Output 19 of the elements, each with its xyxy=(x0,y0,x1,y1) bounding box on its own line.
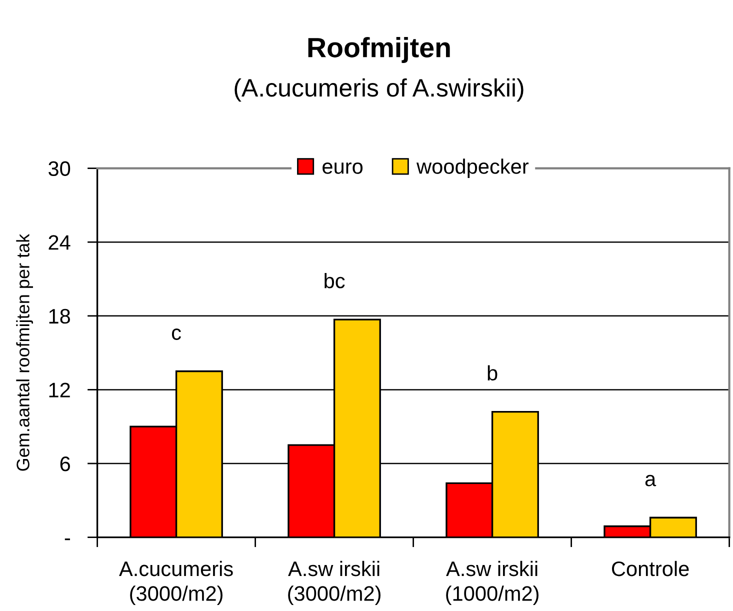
y-tick-label: 18 xyxy=(49,308,70,324)
y-tick-label: 24 xyxy=(48,235,70,250)
x-tick-label: Controle xyxy=(612,560,689,576)
y-tick-label: 6 xyxy=(60,456,70,472)
legend-label: euro xyxy=(322,162,363,174)
legend-label: woodpecker xyxy=(416,158,529,178)
annotation: a xyxy=(645,474,656,486)
x-tick-label: A.cucumeris (3000/m2) xyxy=(119,560,233,606)
annotation: c xyxy=(172,328,181,340)
x-tick-label: A.sw irskii (1000/m2) xyxy=(446,560,538,606)
annotation: b xyxy=(488,365,498,381)
y-tick-label: 30 xyxy=(48,161,70,176)
y-tick-label: 12 xyxy=(49,382,70,398)
x-tick-label: A.sw irskii (3000/m2) xyxy=(288,560,380,606)
chart-title: Roofmijten xyxy=(308,37,450,63)
y-axis-title: Gem.aantal roofmijten per tak xyxy=(16,234,33,471)
chart-subtitle: (A.cucumeris of A.swirskii) xyxy=(234,78,524,102)
y-tick-label: - xyxy=(64,538,70,540)
annotation: bc xyxy=(324,272,345,288)
